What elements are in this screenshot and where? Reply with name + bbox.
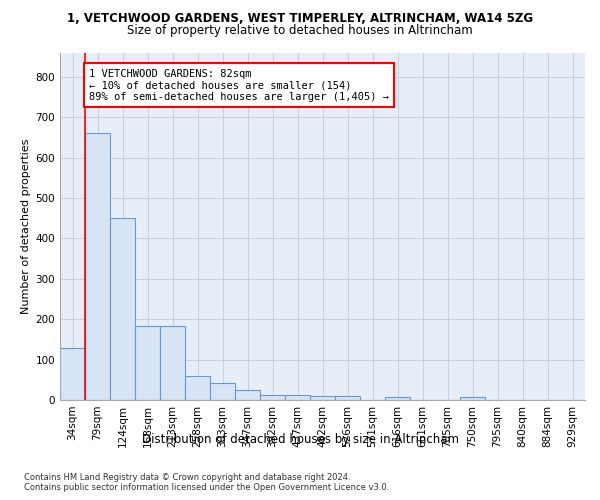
Bar — [110, 218, 135, 400]
Text: Size of property relative to detached houses in Altrincham: Size of property relative to detached ho… — [127, 24, 473, 37]
Text: 1, VETCHWOOD GARDENS, WEST TIMPERLEY, ALTRINCHAM, WA14 5ZG: 1, VETCHWOOD GARDENS, WEST TIMPERLEY, AL… — [67, 12, 533, 26]
Bar — [85, 134, 110, 400]
Bar — [160, 326, 185, 400]
Bar — [185, 376, 210, 400]
Bar — [60, 348, 85, 400]
Bar — [310, 396, 335, 400]
Bar — [135, 326, 160, 400]
Text: Distribution of detached houses by size in Altrincham: Distribution of detached houses by size … — [142, 432, 458, 446]
Y-axis label: Number of detached properties: Number of detached properties — [22, 138, 31, 314]
Bar — [235, 390, 260, 400]
Bar — [210, 382, 235, 400]
Bar — [335, 396, 360, 400]
Bar — [460, 397, 485, 400]
Text: Contains HM Land Registry data © Crown copyright and database right 2024.
Contai: Contains HM Land Registry data © Crown c… — [24, 472, 389, 492]
Bar — [385, 397, 410, 400]
Bar — [260, 394, 285, 400]
Text: 1 VETCHWOOD GARDENS: 82sqm
← 10% of detached houses are smaller (154)
89% of sem: 1 VETCHWOOD GARDENS: 82sqm ← 10% of deta… — [89, 68, 389, 102]
Bar — [285, 394, 310, 400]
